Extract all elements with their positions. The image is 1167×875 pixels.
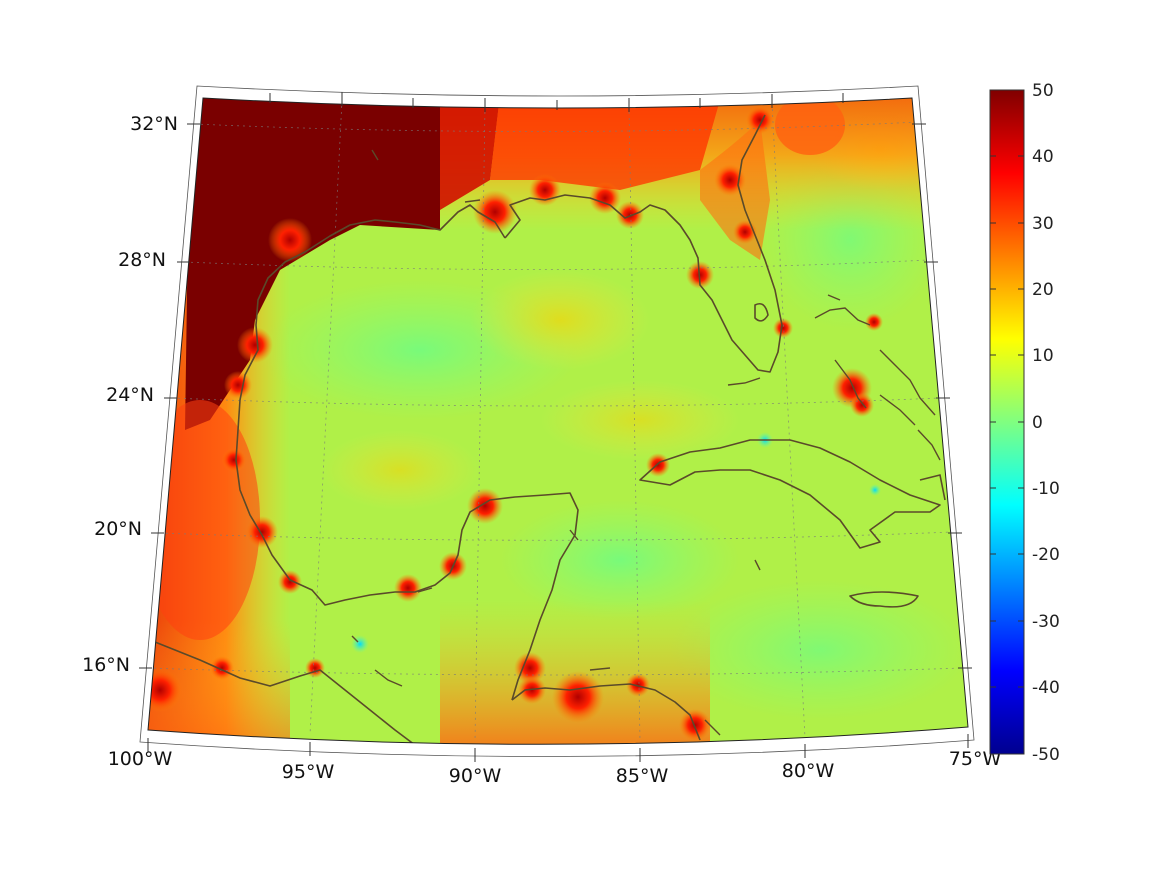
colorbar-tick-label: -40 bbox=[1032, 678, 1060, 698]
lon-label: 95°W bbox=[282, 761, 335, 783]
colorbar-tick-label: 10 bbox=[1032, 346, 1054, 366]
lat-label: 32°N bbox=[130, 113, 178, 135]
lat-label: 28°N bbox=[118, 249, 166, 271]
colorbar-tick-label: -20 bbox=[1032, 545, 1060, 565]
coastlines bbox=[149, 114, 946, 745]
data-field bbox=[148, 98, 968, 745]
lon-label: 85°W bbox=[616, 765, 669, 787]
colorbar-tick-label: -50 bbox=[1032, 745, 1060, 765]
colorbar-tick-label: -10 bbox=[1032, 479, 1060, 499]
colorbar-ticks bbox=[990, 155, 1024, 688]
colorbar-tick-label: 40 bbox=[1032, 147, 1054, 167]
longitude-labels: 100°W 95°W 90°W 85°W 80°W 75°W bbox=[108, 748, 1002, 787]
lat-label: 16°N bbox=[82, 654, 130, 676]
colorbar-tick-label: -30 bbox=[1032, 612, 1060, 632]
frame-ticks bbox=[139, 92, 972, 762]
colorbar-tick-label: 50 bbox=[1032, 81, 1054, 101]
map-outer-frame bbox=[139, 85, 975, 757]
colorbar-tick-label: 0 bbox=[1032, 413, 1043, 433]
colorbar-tick-label: 20 bbox=[1032, 280, 1054, 300]
lat-label: 24°N bbox=[106, 384, 154, 406]
lon-label: 100°W bbox=[108, 748, 173, 770]
graticule bbox=[148, 99, 963, 743]
lat-label: 20°N bbox=[94, 518, 142, 540]
map-frame bbox=[147, 97, 969, 745]
latitude-labels: 32°N 28°N 24°N 20°N 16°N bbox=[82, 113, 178, 676]
colorbar: 50 40 30 20 10 0 -10 -20 -30 -40 -50 bbox=[989, 81, 1060, 765]
lon-label: 80°W bbox=[782, 760, 835, 782]
colorbar-tick-label: 30 bbox=[1032, 214, 1054, 234]
lon-label: 75°W bbox=[949, 748, 1002, 770]
lon-label: 90°W bbox=[449, 765, 502, 787]
